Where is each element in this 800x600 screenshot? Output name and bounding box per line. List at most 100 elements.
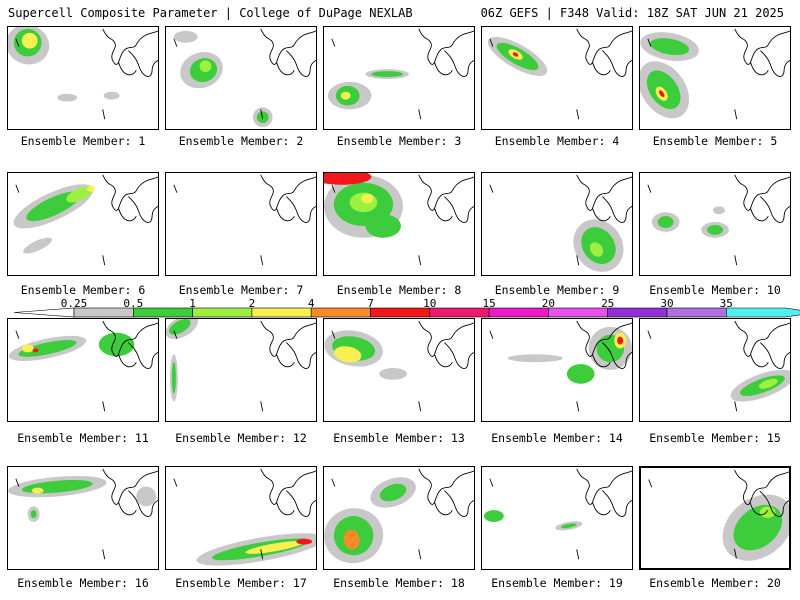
scp-contour [617,336,624,345]
great-lakes-outline [102,320,158,369]
colorbar-tick-label: 4 [307,297,315,310]
colorbar-segment [429,307,490,318]
state-line [331,330,422,412]
state-line [489,38,580,120]
scp-contour [98,332,135,357]
state-line [173,184,264,266]
great-lakes-outline [734,320,790,369]
member-map-19 [481,466,633,570]
colorbar-segment [548,307,609,318]
scp-contour [296,538,313,545]
state-line [173,38,264,120]
great-lakes-outline [734,174,790,223]
scp-contour [361,193,374,204]
scp-contour [589,242,604,257]
scp-contour [507,354,563,363]
colorbar-segment [192,307,253,318]
member-map-7 [165,172,317,276]
member-map-5 [639,26,791,130]
scp-contour [566,364,595,384]
member-caption: Ensemble Member: 15 [649,431,781,445]
member-caption: Ensemble Member: 18 [333,576,465,590]
member-map-6 [7,172,159,276]
scp-contour [365,214,401,238]
member-map-13 [323,318,475,422]
colorbar-segment [666,307,727,318]
colorbar-segment [310,307,371,318]
great-lakes-outline [418,468,474,517]
member-caption: Ensemble Member: 19 [491,576,623,590]
scp-contour [30,510,37,518]
member-caption: Ensemble Member: 17 [175,576,307,590]
great-lakes-outline [734,28,790,77]
member-map-9 [481,172,633,276]
colorbar-tick-label: 15 [482,297,496,310]
great-lakes-outline [418,28,474,77]
great-lakes-outline [576,28,632,77]
scp-contour [66,186,92,203]
scp-contour [173,30,198,43]
state-line [648,479,737,559]
member-map-1 [7,26,159,130]
scp-contour [658,90,665,98]
colorbar-segment [251,307,312,318]
scp-contour [18,340,77,357]
run-valid-time: 06Z GEFS | F348 Valid: 18Z SAT JUN 21 20… [480,6,784,20]
scp-contour [371,71,403,78]
member-map-15 [639,318,791,422]
member-caption: Ensemble Member: 9 [494,283,620,297]
scp-contour [758,378,778,389]
member-map-8 [323,172,475,276]
colorbar-segment [488,307,549,318]
member-map-2 [165,26,317,130]
scp-contour [57,93,78,102]
member-caption: Ensemble Member: 3 [336,134,462,148]
colorbar-tick-label: 2 [248,297,256,310]
state-line [647,330,738,412]
scp-contour [713,206,725,215]
state-line [15,478,106,560]
scp-contour [512,52,519,57]
colorbar-segment [370,307,431,318]
member-map-12 [165,318,317,422]
member-caption: Ensemble Member: 5 [652,134,778,148]
scp-contour [334,346,362,363]
great-lakes-outline [102,174,158,223]
member-map-17 [165,466,317,570]
member-caption: Ensemble Member: 4 [494,134,620,148]
member-map-4 [481,26,633,130]
great-lakes-outline [260,174,316,223]
product-title: Supercell Composite Parameter | College … [8,6,413,20]
colorbar-tick-label: 0.25 [60,297,88,310]
member-caption: Ensemble Member: 7 [178,283,304,297]
colorbar-tick-label: 0.5 [123,297,144,310]
scp-contour [650,38,690,56]
scp-contour [379,483,407,502]
great-lakes-outline [102,28,158,77]
scp-contour [86,185,95,192]
member-map-10 [639,172,791,276]
scp-contour [103,91,120,100]
great-lakes-outline [734,469,789,517]
great-lakes-outline [260,320,316,369]
great-lakes-outline [260,28,316,77]
scp-contour [199,60,212,73]
member-map-18 [323,466,475,570]
scp-contour [32,348,39,353]
colorbar-tick-label: 20 [541,297,556,310]
state-line [647,38,738,120]
member-map-14 [481,318,633,422]
scp-contour [21,32,38,49]
state-line [15,184,106,266]
great-lakes-outline [576,174,632,223]
state-line [173,330,264,412]
member-caption: Ensemble Member: 14 [491,431,623,445]
member-map-3 [323,26,475,130]
scp-contour [136,486,157,507]
member-map-16 [7,466,159,570]
scp-contour [561,523,577,529]
great-lakes-outline [418,320,474,369]
scp-contour [21,344,34,353]
member-caption: Ensemble Member: 6 [20,283,146,297]
state-line [15,38,106,120]
